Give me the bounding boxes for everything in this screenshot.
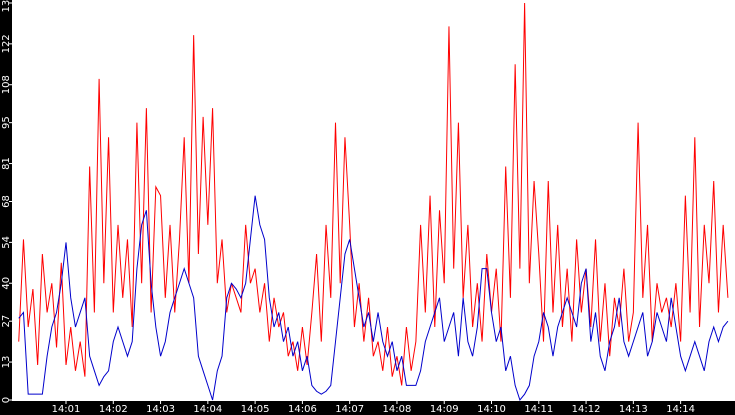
- x-tick-label: 14:06: [288, 404, 317, 415]
- y-tick-label: 108: [1, 75, 12, 94]
- x-tick-label: 14:14: [666, 404, 695, 415]
- y-tick-label: 68: [1, 195, 12, 208]
- x-tick-label: 14:03: [146, 404, 175, 415]
- series-line: [18, 195, 729, 402]
- y-tick-label: 0: [1, 397, 12, 403]
- x-tick-label: 14:09: [430, 404, 459, 415]
- x-tick-label: 14:01: [52, 404, 81, 415]
- x-tick-label: 14:05: [241, 404, 270, 415]
- y-tick-label: 95: [1, 116, 12, 129]
- series-line: [18, 2, 729, 386]
- y-tick-label: 122: [1, 34, 12, 53]
- y-tick-label: 54: [1, 236, 12, 249]
- y-axis-band: [0, 0, 12, 415]
- x-tick-label: 14:10: [477, 404, 506, 415]
- y-tick-label: 13: [1, 356, 12, 369]
- x-tick-label: 14:12: [572, 404, 601, 415]
- y-tick-label: 40: [1, 277, 12, 290]
- x-tick-label: 14:13: [619, 404, 648, 415]
- x-tick-label: 14:04: [193, 404, 222, 415]
- y-tick-label: 136: [1, 0, 12, 13]
- y-tick-label: 27: [1, 315, 12, 328]
- x-tick-label: 14:07: [335, 404, 364, 415]
- x-axis-band: [0, 401, 735, 415]
- x-tick-label: 14:02: [99, 404, 128, 415]
- x-tick-label: 14:08: [383, 404, 412, 415]
- x-tick-label: 14:11: [524, 404, 553, 415]
- y-tick-label: 81: [1, 157, 12, 170]
